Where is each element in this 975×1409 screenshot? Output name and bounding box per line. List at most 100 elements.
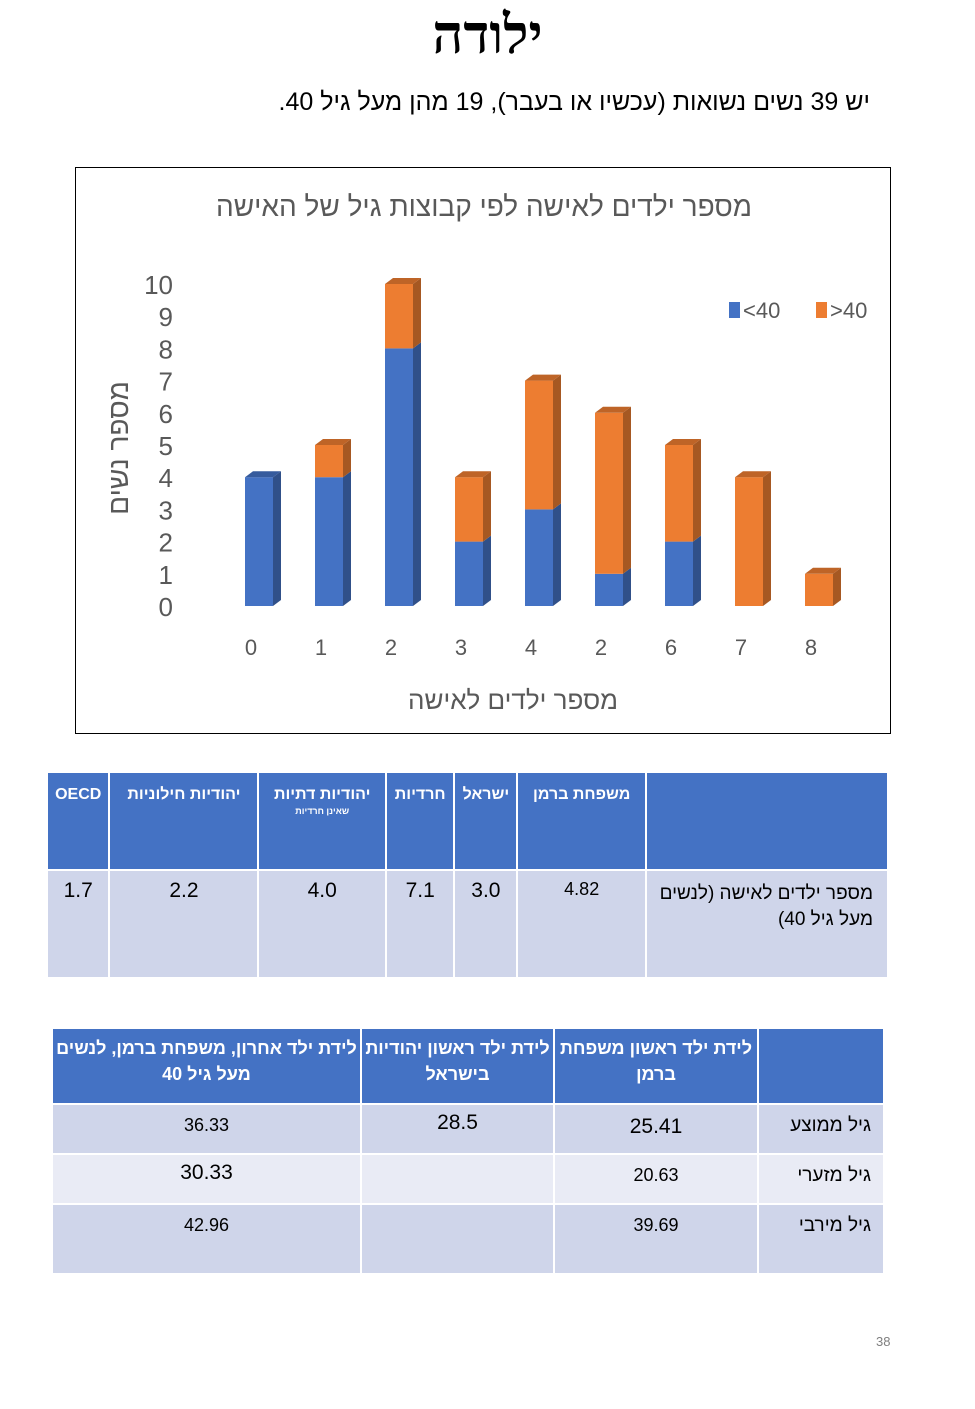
bar-side: [413, 342, 421, 606]
row-label: גיל מירבי: [757, 1203, 885, 1275]
table-cell: [360, 1203, 555, 1275]
bar-top: [665, 439, 701, 445]
table-cell: 30.33: [51, 1153, 362, 1205]
bar-segment-under-40: [385, 348, 413, 606]
x-tick-label: 0: [245, 635, 257, 660]
x-tick-label: 3: [455, 635, 467, 660]
row-label: גיל ממוצע: [757, 1103, 885, 1155]
table-cell: 3.0: [453, 869, 519, 979]
bar-segment-under-40: [315, 477, 343, 606]
legend-swatch-over-40: [816, 302, 827, 318]
bar-top: [805, 567, 841, 574]
bar-segment-under-40: [665, 541, 693, 606]
table-cell: 42.96: [51, 1203, 362, 1275]
bar-top: [735, 471, 771, 478]
x-axis-label: מספר ילדים לאישה: [408, 685, 618, 715]
y-tick-label: 7: [159, 367, 173, 397]
table-row: גיל מירבי 39.69 42.96: [51, 1203, 885, 1275]
header-text: יהודיות דתיות: [273, 786, 371, 803]
table-row: גיל מזערי 20.63 30.33: [51, 1153, 885, 1205]
bar-side: [693, 535, 701, 606]
table-cell: 39.69: [553, 1203, 759, 1275]
bar-top: [455, 471, 491, 478]
page-number: 38: [876, 1334, 891, 1349]
bar-side: [273, 471, 281, 606]
bar-segment-over-40: [595, 412, 623, 574]
chart-title: מספר ילדים לאישה לפי קבוצות גיל של האישה: [216, 191, 752, 222]
page-title: ילודה: [432, 2, 543, 66]
table-header-cell: לידת ילד ראשון משפחת ברמן: [553, 1027, 759, 1105]
table-cell: 20.63: [553, 1153, 759, 1205]
y-tick-label: 8: [159, 334, 173, 364]
bar-segment-under-40: [525, 509, 553, 606]
table-cell: 1.7: [45, 869, 111, 979]
bar-segment-under-40: [595, 573, 623, 606]
bar-segment-over-40: [455, 477, 483, 542]
bar-side: [623, 567, 631, 606]
y-tick-label: 3: [159, 495, 173, 525]
y-tick-label: 10: [144, 270, 173, 300]
legend-swatch-under-40: [729, 302, 740, 318]
stacked-bar-chart: מספר ילדים לאישה לפי קבוצות גיל של האישה…: [103, 191, 867, 715]
bar-side: [623, 406, 631, 574]
bar-side: [483, 535, 491, 606]
bar-segment-over-40: [385, 284, 413, 349]
y-tick-label: 9: [159, 302, 173, 332]
row-label: מספר ילדים לאישה (לנשים מעל גיל 40): [645, 869, 889, 979]
table-header-cell: ישראל: [453, 771, 519, 871]
table-header-row: לידת ילד ראשון משפחת ברמן לידת ילד ראשון…: [51, 1027, 885, 1105]
x-tick-label: 7: [735, 635, 747, 660]
bar-segment-over-40: [315, 445, 343, 478]
x-tick-label: 6: [665, 635, 677, 660]
bar-side: [483, 471, 491, 542]
bar-top: [595, 406, 631, 413]
table-header-cell: יהודיות דתיות שאינן חרדיות: [257, 771, 387, 871]
bar-segment-over-40: [735, 477, 763, 606]
x-tick-label: 8: [805, 635, 817, 660]
table-cell: 4.82: [516, 869, 647, 979]
table-header-cell: [757, 1027, 885, 1105]
table-row: מספר ילדים לאישה (לנשים מעל גיל 40) 4.82…: [45, 869, 889, 979]
bar-side: [763, 471, 771, 606]
bar-segment-over-40: [525, 380, 553, 510]
bar-top: [525, 374, 561, 381]
table-header-cell: לידת ילד ראשון יהודיות בישראל: [360, 1027, 555, 1105]
table-header-cell: חרדיות: [384, 771, 456, 871]
bar-segment-under-40: [245, 477, 273, 606]
header-note: שאינן חרדיות: [295, 806, 350, 816]
birth-age-table: לידת ילד ראשון משפחת ברמן לידת ילד ראשון…: [51, 1027, 885, 1275]
y-tick-label: 5: [159, 431, 173, 461]
bar-segment-under-40: [455, 541, 483, 606]
bar-side: [693, 439, 701, 542]
y-tick-label: 4: [159, 463, 173, 493]
table-cell: 2.2: [108, 869, 260, 979]
table-cell: 7.1: [384, 869, 456, 979]
y-tick-label: 0: [159, 592, 173, 622]
x-tick-label: 4: [525, 635, 537, 660]
table-header-cell: [645, 771, 889, 871]
bar-side: [413, 278, 421, 349]
bar-side: [343, 439, 351, 478]
legend-label: <40: [743, 298, 780, 323]
table-header-cell: משפחת ברמן: [516, 771, 647, 871]
table-cell: 36.33: [51, 1103, 362, 1155]
page-subtitle: יש 39 נשים נשואות (עכשיו או בעבר), 19 מה…: [278, 88, 871, 116]
bar-segment-over-40: [665, 445, 693, 542]
table-header-cell: לידת ילד אחרון, משפחת ברמן, לנשים מעל גי…: [51, 1027, 362, 1105]
bar-side: [833, 567, 841, 606]
y-tick-label: 1: [159, 560, 173, 590]
bar-side: [553, 503, 561, 606]
y-axis-label: מספר נשים: [103, 381, 134, 515]
fertility-table: משפחת ברמן ישראל חרדיות יהודיות דתיות שאי…: [45, 771, 889, 979]
x-tick-label: 2: [385, 635, 397, 660]
table-cell: 25.41: [553, 1103, 759, 1155]
table-header-cell: יהודיות חילוניות: [108, 771, 260, 871]
table-cell: 28.5: [360, 1103, 555, 1155]
table-cell: 4.0: [257, 869, 387, 979]
bar-side: [343, 471, 351, 606]
y-tick-label: 6: [159, 399, 173, 429]
bar-top: [315, 439, 351, 445]
row-label: גיל מזערי: [757, 1153, 885, 1205]
bar-top: [245, 471, 281, 478]
